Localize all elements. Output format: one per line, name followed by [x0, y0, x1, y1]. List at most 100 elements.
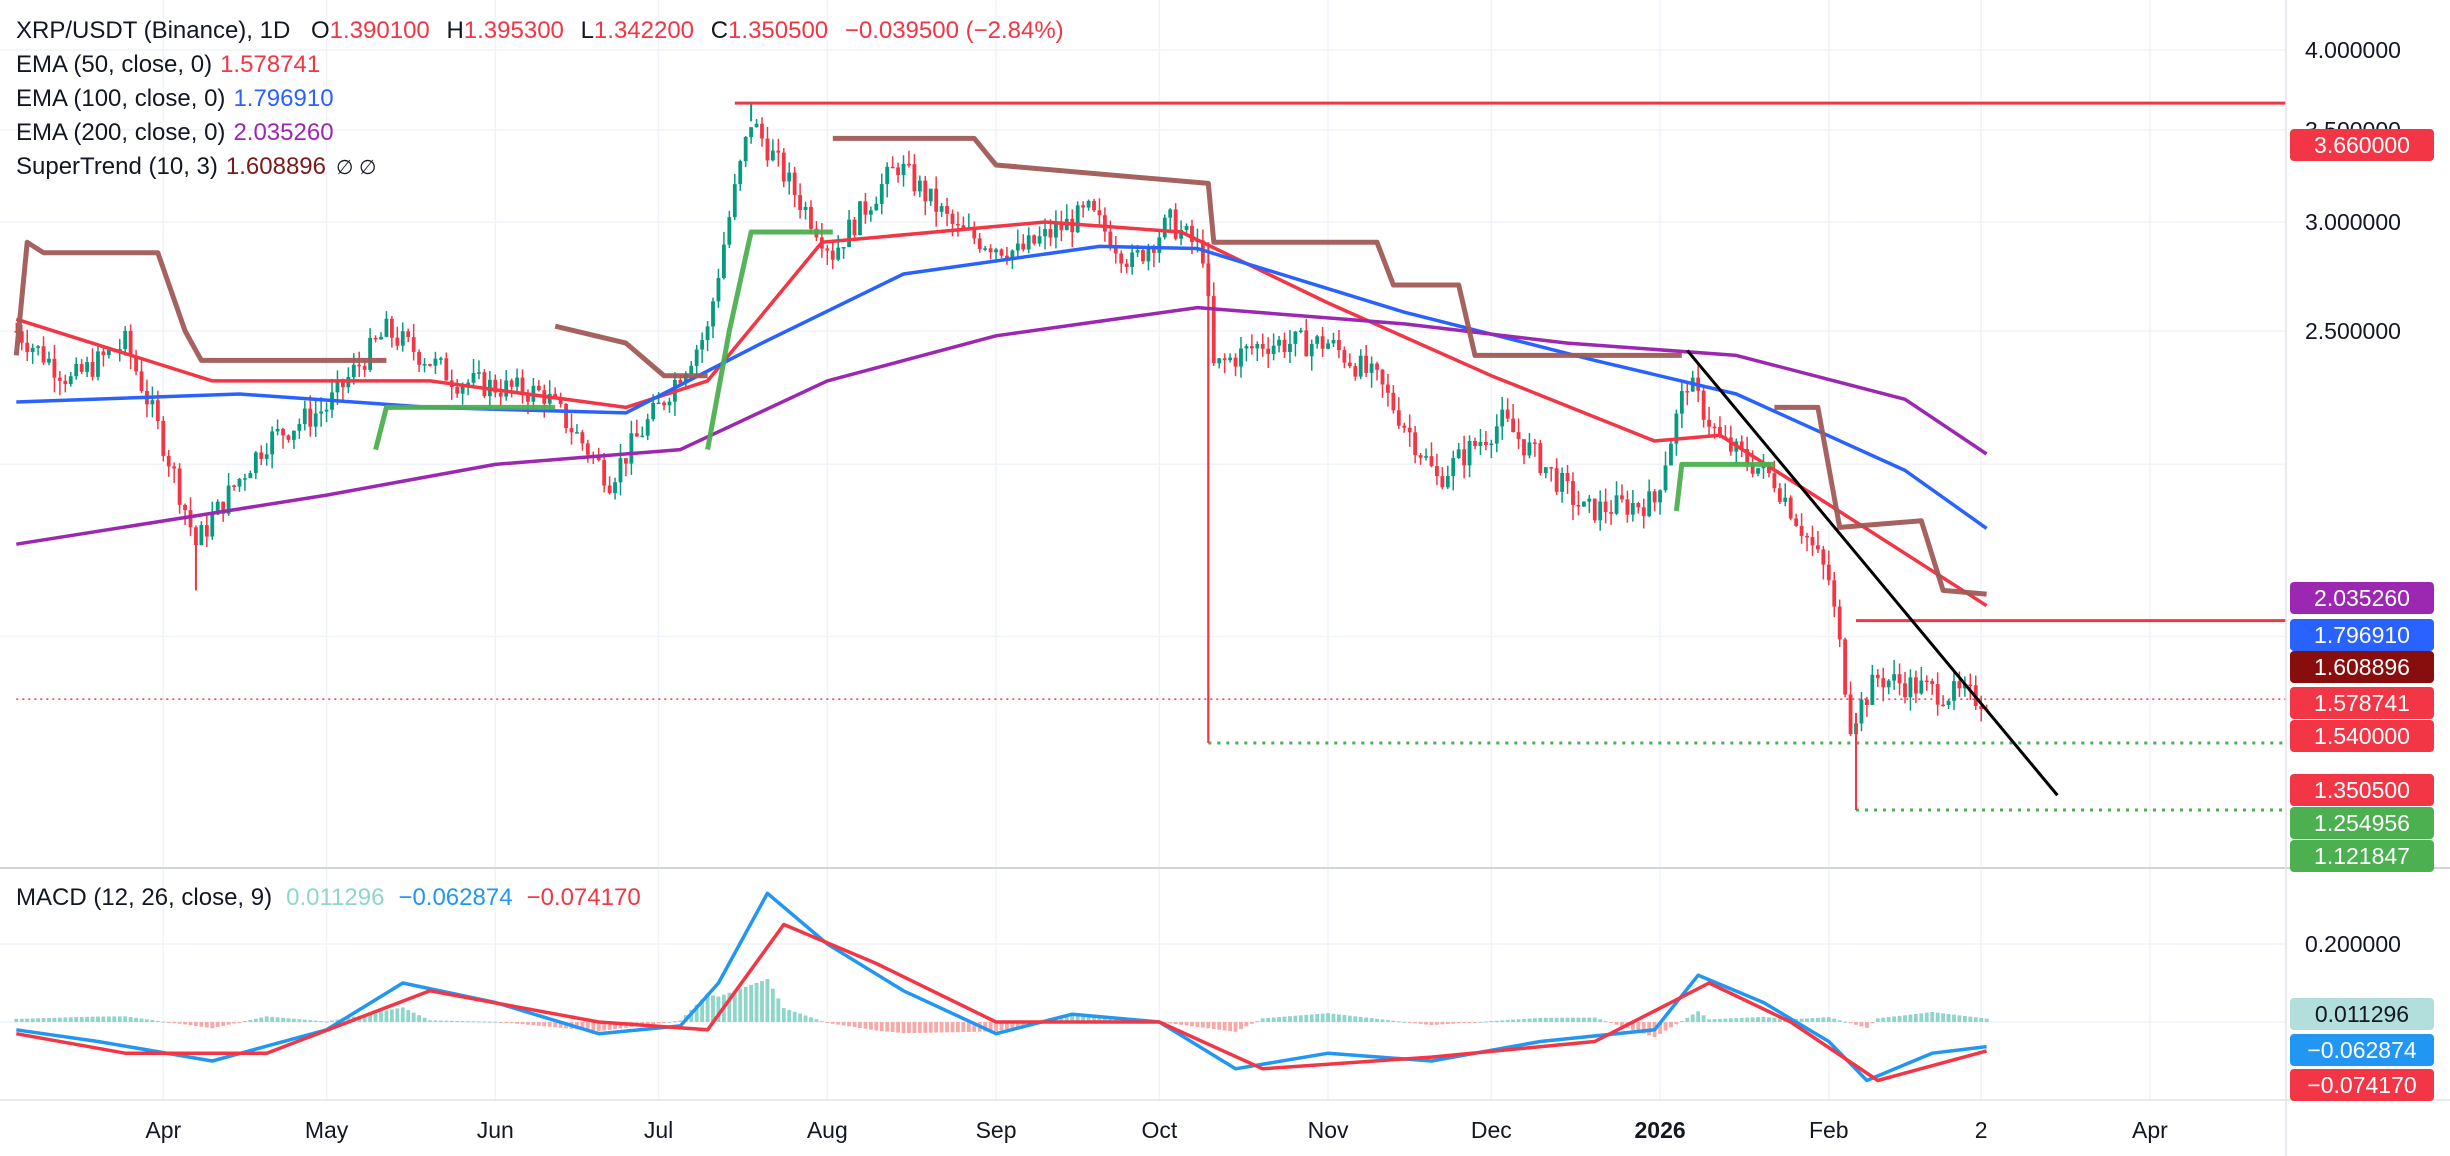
- macd-legend[interactable]: MACD (12, 26, close, 9) 0.011296 −0.062874…: [16, 884, 641, 911]
- candle-body: [1647, 491, 1652, 517]
- candle-body: [1124, 263, 1129, 267]
- candle-body: [1173, 209, 1178, 239]
- macd-histogram-bar: [847, 1022, 851, 1027]
- macd-histogram-bar: [243, 1021, 247, 1023]
- candle-body: [134, 356, 138, 372]
- time-axis-label: May: [305, 1117, 349, 1143]
- candle-body: [199, 525, 204, 546]
- macd-histogram-bar: [1211, 1022, 1216, 1030]
- candle-body: [526, 395, 530, 402]
- macd-histogram-bar: [1255, 1021, 1260, 1023]
- macd-histogram-bar: [607, 1022, 612, 1030]
- macd-histogram-bar: [966, 1022, 971, 1032]
- candle-body: [1707, 419, 1711, 427]
- macd-histogram-bar: [1957, 1015, 1962, 1022]
- macd-histogram-bar: [319, 1021, 324, 1023]
- candle-body: [96, 351, 100, 377]
- macd-histogram-bar: [645, 1022, 650, 1025]
- macd-histogram-bar: [1750, 1017, 1755, 1022]
- macd-histogram-bar: [819, 1021, 824, 1023]
- candle-body: [466, 382, 470, 386]
- candle-body: [1059, 223, 1064, 231]
- macd-histogram-bar: [754, 982, 759, 1022]
- candle-body: [569, 428, 574, 433]
- candle-body: [907, 163, 911, 166]
- low-value: 1.342200: [593, 17, 695, 44]
- candle-body: [1756, 468, 1760, 474]
- candle-body: [1952, 681, 1956, 701]
- candle-body: [1097, 210, 1102, 216]
- macd-histogram-bar: [215, 1022, 220, 1028]
- macd-histogram-bar: [1984, 1018, 1989, 1022]
- trendline-drawing[interactable]: [1686, 349, 2059, 797]
- candle-body: [1184, 225, 1189, 230]
- macd-histogram-bar: [384, 1010, 389, 1022]
- candle-body: [1048, 229, 1053, 238]
- candle-body: [781, 152, 786, 182]
- macd-histogram-bar: [155, 1020, 160, 1022]
- macd-histogram-bar: [41, 1018, 46, 1022]
- macd-histogram-bar: [477, 1021, 481, 1023]
- macd-histogram-bar: [879, 1022, 884, 1032]
- candle-body: [1364, 355, 1369, 373]
- macd-histogram-bar: [150, 1020, 155, 1022]
- candle-body: [41, 346, 46, 363]
- candle-body: [460, 385, 465, 394]
- price-legend: XRP/USDT (Binance), 1D O1.390100 H1.3953…: [16, 14, 1064, 185]
- candle-body: [1462, 449, 1467, 466]
- ema100-legend[interactable]: EMA (100, close, 0) 1.796910: [16, 85, 334, 112]
- macd-histogram-bar: [1630, 1022, 1635, 1031]
- macd-histogram-bar: [1772, 1017, 1777, 1022]
- candle-body: [934, 188, 939, 212]
- ema200-legend[interactable]: EMA (200, close, 0) 2.035260: [16, 119, 334, 146]
- grid-lines: [0, 0, 2286, 1100]
- candle-body: [1021, 243, 1026, 250]
- candle-body: [923, 180, 928, 202]
- candle-body: [956, 223, 960, 226]
- macd-histogram-bar: [678, 1020, 683, 1022]
- macd-histogram-bar: [950, 1022, 955, 1033]
- macd-histogram-bar: [1233, 1022, 1238, 1032]
- candle-body: [1239, 348, 1243, 367]
- candle-body: [868, 210, 873, 215]
- macd-histogram-bar: [1010, 1022, 1015, 1029]
- candle-body: [1092, 200, 1096, 211]
- time-axis-label: Aug: [807, 1117, 848, 1143]
- candle-body: [1549, 467, 1554, 469]
- macd-histogram-bar: [673, 1021, 677, 1023]
- macd-histogram-bar: [1973, 1017, 1978, 1022]
- macd-histogram-bar: [389, 1009, 394, 1022]
- ema50-legend[interactable]: EMA (50, close, 0) 1.578741: [16, 51, 321, 78]
- candle-body: [667, 401, 672, 406]
- candle-body: [683, 373, 688, 384]
- supertrend-legend[interactable]: SuperTrend (10, 3) 1.608896 ∅ ∅: [16, 153, 377, 180]
- macd-histogram-bar: [232, 1022, 236, 1024]
- symbol-label[interactable]: XRP/USDT (Binance), 1D: [16, 17, 291, 44]
- macd-histogram-bar: [1576, 1017, 1581, 1022]
- candle-body: [917, 180, 922, 192]
- macd-line: [16, 891, 1987, 1083]
- candle-body: [444, 358, 449, 381]
- candle-body: [1086, 200, 1091, 208]
- candlesticks: [14, 103, 1989, 810]
- macd-histogram-bar: [308, 1020, 313, 1022]
- macd-histogram-bar: [1587, 1017, 1592, 1022]
- candle-body: [1625, 499, 1630, 515]
- candle-body: [792, 172, 797, 196]
- candle-body: [1489, 443, 1494, 446]
- candle-body: [1788, 497, 1793, 519]
- macd-histogram-bar: [1701, 1015, 1706, 1022]
- macd-histogram-bar: [1162, 1022, 1167, 1023]
- time-axis-label: Nov: [1308, 1117, 1349, 1143]
- macd-histogram-bar: [1489, 1021, 1494, 1023]
- candle-body: [68, 376, 73, 385]
- candle-body: [1913, 677, 1918, 694]
- price-tag-text: 2.035260: [2314, 585, 2410, 611]
- macd-histogram-bar: [1266, 1017, 1271, 1022]
- macd-histogram-bar: [1277, 1017, 1281, 1022]
- macd-tick-label: 0.200000: [2305, 931, 2401, 957]
- macd-histogram-bar: [1728, 1018, 1733, 1022]
- candle-body: [1897, 674, 1902, 684]
- macd-histogram-bar: [520, 1022, 525, 1025]
